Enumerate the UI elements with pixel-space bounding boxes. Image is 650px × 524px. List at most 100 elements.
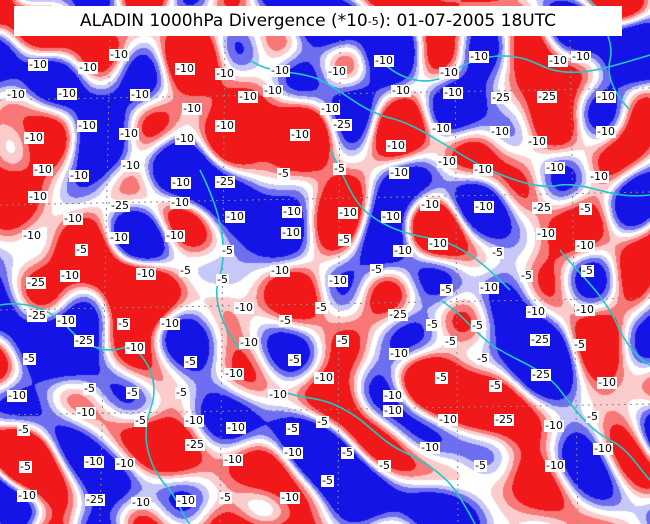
contour-label: -10 — [328, 274, 348, 287]
contour-label: -10 — [109, 48, 129, 61]
contour-label: -10 — [420, 198, 440, 211]
contour-label: -25 — [531, 368, 551, 381]
contour-label: -25 — [27, 309, 47, 322]
contour-label: -10 — [575, 239, 595, 252]
contour-label: -10 — [386, 139, 406, 152]
contour-label: -5 — [279, 314, 292, 327]
contour-label: -10 — [77, 119, 97, 132]
contour-label: -10 — [76, 406, 96, 419]
contour-label: -10 — [283, 446, 303, 459]
contour-label: -10 — [545, 459, 565, 472]
contour-label: -10 — [548, 54, 568, 67]
contour-label: -10 — [215, 119, 235, 132]
contour-label: -10 — [393, 244, 413, 257]
contour-label: -10 — [280, 491, 300, 504]
contour-label: -5 — [586, 410, 599, 423]
contour-label: -10 — [314, 371, 334, 384]
contour-label: -10 — [389, 347, 409, 360]
contour-label: -10 — [234, 301, 254, 314]
title-exponent: -5 — [367, 14, 379, 28]
contour-label: -10 — [593, 442, 613, 455]
contour-label: -10 — [391, 84, 411, 97]
contour-label: -5 — [184, 355, 197, 368]
contour-label: -5 — [179, 264, 192, 277]
contour-label: -5 — [333, 162, 346, 175]
contour-label: -10 — [431, 122, 451, 135]
contour-label: -10 — [184, 414, 204, 427]
contour-label: -5 — [17, 423, 30, 436]
contour-label: -25 — [85, 493, 105, 506]
contour-label: -5 — [444, 335, 457, 348]
contour-label: -10 — [136, 267, 156, 280]
contour-label: -25 — [491, 91, 511, 104]
contour-label: -10 — [7, 389, 27, 402]
contour-label: -10 — [224, 367, 244, 380]
contour-label: -10 — [78, 61, 98, 74]
contour-label: -10 — [428, 237, 448, 250]
contour-label: -10 — [270, 264, 290, 277]
contour-label: -10 — [69, 169, 89, 182]
contour-label: -25 — [74, 334, 94, 347]
contour-label: -5 — [315, 301, 328, 314]
contour-label: -10 — [6, 88, 26, 101]
contour-label: -5 — [440, 283, 453, 296]
contour-label: -10 — [420, 441, 440, 454]
contour-label: -10 — [160, 317, 180, 330]
contour-label: -5 — [219, 491, 232, 504]
contour-label: -5 — [471, 319, 484, 332]
contour-label: -10 — [56, 314, 76, 327]
contour-label: -25 — [215, 175, 235, 188]
contour-label: -5 — [126, 386, 139, 399]
contour-label: -10 — [270, 64, 290, 77]
contour-label: -10 — [24, 131, 44, 144]
contour-label: -10 — [473, 163, 493, 176]
contour-label: -10 — [527, 135, 547, 148]
contour-label: -25 — [532, 201, 552, 214]
contour-label: -5 — [19, 460, 32, 473]
contour-label: -5 — [321, 474, 334, 487]
contour-label: -10 — [57, 87, 77, 100]
contour-label: -10 — [130, 88, 150, 101]
contour-label: -10 — [28, 190, 48, 203]
contour-label: -10 — [125, 341, 145, 354]
contour-label: -10 — [22, 229, 42, 242]
contour-label: -5 — [435, 371, 448, 384]
contour-label: -10 — [571, 50, 591, 63]
contour-label: -10 — [438, 413, 458, 426]
contour-label: -10 — [282, 205, 302, 218]
contour-label: -10 — [239, 336, 259, 349]
contour-label: -10 — [479, 281, 499, 294]
contour-label: -10 — [175, 132, 195, 145]
contour-label: -10 — [490, 125, 510, 138]
contour-label: -5 — [286, 422, 299, 435]
contour-label: -5 — [579, 202, 592, 215]
contour-label: -10 — [225, 210, 245, 223]
contour-label: -10 — [131, 496, 151, 509]
contour-label: -10 — [119, 127, 139, 140]
contour-label: -10 — [374, 54, 394, 67]
contour-label: -10 — [526, 305, 546, 318]
contour-label: -10 — [182, 102, 202, 115]
contour-label: -10 — [381, 210, 401, 223]
contour-label: -5 — [221, 244, 234, 257]
contour-label: -10 — [536, 227, 556, 240]
contour-label: -10 — [84, 455, 104, 468]
contour-label: -10 — [320, 102, 340, 115]
contour-label: -25 — [388, 308, 408, 321]
title-tail: ): 01-07-2005 18UTC — [378, 11, 556, 31]
contour-label: -10 — [327, 65, 347, 78]
contour-label: -10 — [223, 453, 243, 466]
contour-label: -25 — [110, 199, 130, 212]
contour-label: -10 — [33, 163, 53, 176]
contour-label: -5 — [117, 317, 130, 330]
contour-label: -5 — [489, 379, 502, 392]
contour-label: -10 — [238, 90, 258, 103]
contour-label: -10 — [383, 404, 403, 417]
contour-label: -5 — [491, 246, 504, 259]
title-main: ALADIN 1000hPa Divergence (*10 — [80, 11, 368, 31]
contour-label: -5 — [83, 382, 96, 395]
contour-label: -10 — [281, 226, 301, 239]
contour-label: -10 — [28, 58, 48, 71]
